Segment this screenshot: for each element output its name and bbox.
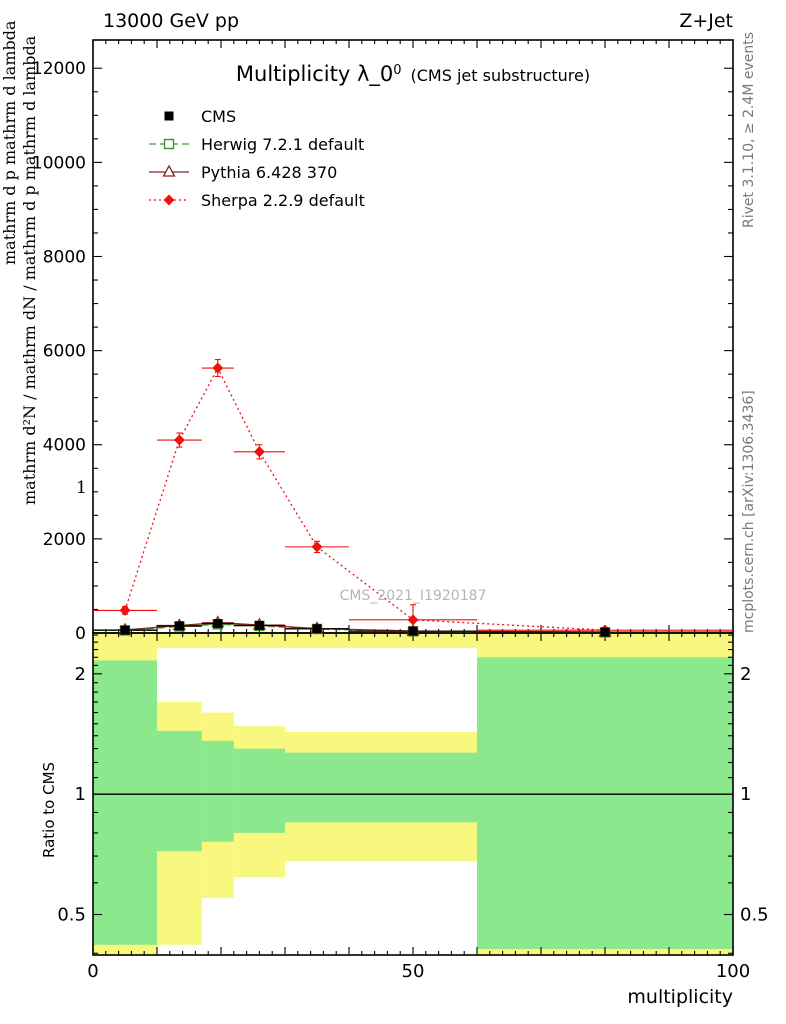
- plot-title: Multiplicity λ_00 (CMS jet substructure): [93, 62, 733, 86]
- svg-text:1: 1: [75, 784, 86, 805]
- legend-label-herwig: Herwig 7.2.1 default: [201, 134, 365, 154]
- svg-text:100: 100: [716, 961, 750, 982]
- legend-label-sherpa: Sherpa 2.2.9 default: [201, 190, 365, 210]
- plot-title-subtitle: (CMS jet substructure): [410, 66, 591, 85]
- y-axis-label-outer: mathrm d p mathrm d lambda: [0, 20, 19, 265]
- svg-text:0: 0: [87, 961, 98, 982]
- sherpa-marker-icon: [147, 191, 191, 209]
- analysis-id-watermark: CMS_2021_I1920187: [339, 588, 487, 604]
- ratio-y-axis-label: Ratio to CMS: [40, 761, 58, 858]
- legend: CMS Herwig 7.2.1 default Pythia 6.428 37…: [147, 102, 365, 214]
- svg-text:10000: 10000: [32, 153, 86, 173]
- x-axis-label: multiplicity: [627, 986, 733, 1008]
- svg-text:6000: 6000: [43, 342, 86, 362]
- legend-label-pythia: Pythia 6.428 370: [201, 162, 338, 182]
- legend-item-sherpa: Sherpa 2.2.9 default: [147, 186, 365, 214]
- svg-text:12000: 12000: [32, 59, 86, 79]
- rivet-version-note: Rivet 3.1.10, ≥ 2.4M events: [741, 31, 757, 228]
- svg-text:2: 2: [75, 664, 86, 685]
- svg-text:0.5: 0.5: [57, 905, 86, 926]
- beam-energy-label: 13000 GeV pp: [103, 10, 240, 32]
- svg-text:2000: 2000: [43, 530, 86, 550]
- plot-title-main: Multiplicity λ_0: [235, 62, 394, 86]
- svg-text:50: 50: [402, 961, 425, 982]
- series-cms: [93, 619, 733, 637]
- y-axis-label-fragment: 1: [76, 478, 87, 498]
- legend-label-cms: CMS: [201, 106, 237, 126]
- plot-title-superscript: 0: [393, 63, 402, 78]
- mcplots-arxiv-note: mcplots.cern.ch [arXiv:1306.3436]: [741, 390, 757, 633]
- herwig-marker-icon: [147, 135, 191, 153]
- pythia-marker-icon: [147, 163, 191, 181]
- cms-marker-icon: [147, 107, 191, 125]
- svg-text:0.5: 0.5: [740, 905, 769, 926]
- y-axis-label-inner: mathrm d²N / mathrm dN / mathrm d p math…: [20, 35, 39, 505]
- svg-text:4000: 4000: [43, 436, 86, 456]
- tick-labels: 0 2000 4000 6000 8000 10000 12000 0.5 0.5 1 1 2 2 0 50…: [32, 59, 769, 982]
- legend-item-herwig: Herwig 7.2.1 default: [147, 130, 365, 158]
- process-label: Z+Jet: [679, 10, 733, 32]
- legend-item-cms: CMS: [147, 102, 365, 130]
- legend-item-pythia: Pythia 6.428 370: [147, 158, 365, 186]
- svg-text:1: 1: [740, 784, 751, 805]
- svg-text:8000: 8000: [43, 247, 86, 267]
- svg-text:2: 2: [740, 664, 751, 685]
- svg-text:0: 0: [75, 624, 86, 644]
